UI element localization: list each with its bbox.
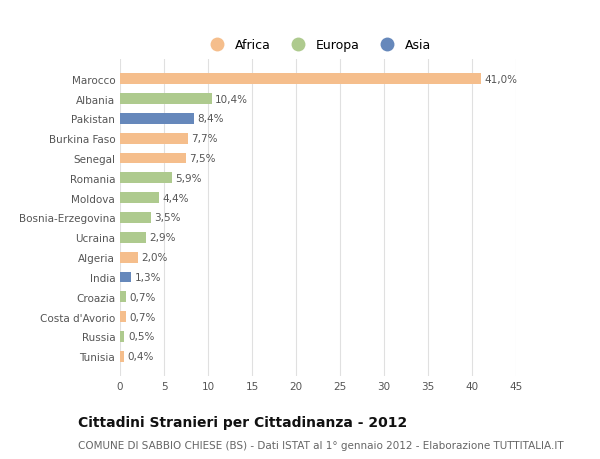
Text: Cittadini Stranieri per Cittadinanza - 2012: Cittadini Stranieri per Cittadinanza - 2…: [78, 415, 407, 429]
Text: 2,0%: 2,0%: [141, 252, 167, 263]
Bar: [120, 252, 137, 263]
Text: 4,4%: 4,4%: [162, 193, 189, 203]
Bar: [120, 193, 159, 204]
Text: 3,5%: 3,5%: [154, 213, 181, 223]
Text: 0,7%: 0,7%: [130, 312, 156, 322]
Text: 0,7%: 0,7%: [130, 292, 156, 302]
Text: 1,3%: 1,3%: [135, 272, 161, 282]
Bar: [120, 272, 131, 283]
Text: 10,4%: 10,4%: [215, 94, 248, 104]
Text: 7,5%: 7,5%: [190, 154, 216, 164]
Bar: [120, 213, 151, 224]
Text: 0,5%: 0,5%: [128, 332, 154, 342]
Text: 7,7%: 7,7%: [191, 134, 218, 144]
Bar: [120, 134, 188, 144]
Text: 0,4%: 0,4%: [127, 352, 154, 362]
Text: 8,4%: 8,4%: [197, 114, 224, 124]
Bar: [120, 292, 126, 302]
Bar: [120, 114, 194, 124]
Bar: [120, 351, 124, 362]
Text: COMUNE DI SABBIO CHIESE (BS) - Dati ISTAT al 1° gennaio 2012 - Elaborazione TUTT: COMUNE DI SABBIO CHIESE (BS) - Dati ISTA…: [78, 440, 563, 450]
Bar: [120, 74, 481, 85]
Text: 2,9%: 2,9%: [149, 233, 176, 243]
Bar: [120, 331, 124, 342]
Legend: Africa, Europa, Asia: Africa, Europa, Asia: [200, 34, 436, 57]
Text: 5,9%: 5,9%: [175, 174, 202, 184]
Bar: [120, 312, 126, 322]
Bar: [120, 94, 212, 105]
Bar: [120, 173, 172, 184]
Bar: [120, 153, 186, 164]
Bar: [120, 232, 146, 243]
Text: 41,0%: 41,0%: [484, 74, 517, 84]
